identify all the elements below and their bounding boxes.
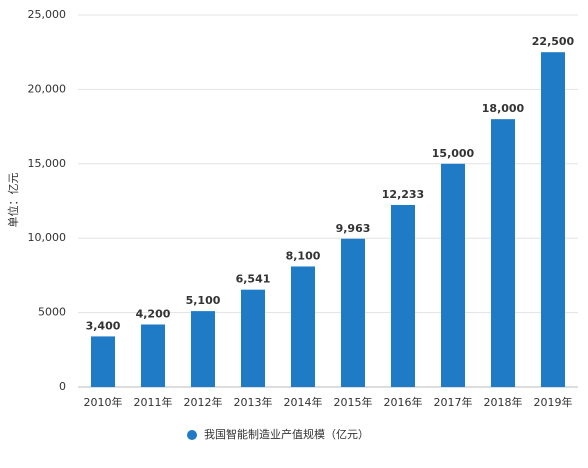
x-tick-label: 2011年 [134,395,173,409]
x-tick-label: 2016年 [384,395,423,409]
value-label: 9,963 [336,222,371,235]
x-tick-label: 2015年 [334,395,373,409]
y-tick-label: 15,000 [28,157,67,170]
value-label: 8,100 [286,249,321,262]
x-tick-label: 2013年 [234,395,273,409]
value-label: 12,233 [382,188,424,201]
x-tick-label: 2010年 [84,395,123,409]
y-tick-label: 10,000 [28,231,67,244]
bar [441,163,465,387]
bar [391,204,415,387]
y-axis-label: 单位：亿元 [6,173,20,228]
value-label: 6,541 [236,273,271,286]
bar [91,336,115,387]
bar [291,266,315,387]
legend-label: 我国智能制造业产值规模（亿元） [204,427,369,441]
value-label: 15,000 [432,147,475,160]
bar [241,289,265,387]
y-tick-label: 25,000 [28,8,67,21]
bar [491,119,515,387]
value-label: 3,400 [86,319,121,332]
bar [541,52,565,387]
y-tick-label: 5000 [38,306,66,319]
y-tick-label: 20,000 [28,82,67,95]
bar [191,311,215,387]
value-label: 4,200 [136,308,171,321]
bar [141,324,165,387]
bar [341,238,365,387]
x-tick-label: 2014年 [284,395,323,409]
legend-marker [187,430,197,440]
x-tick-label: 2017年 [434,395,473,409]
value-label: 18,000 [482,102,525,115]
x-tick-label: 2018年 [484,395,523,409]
x-tick-label: 2019年 [534,395,573,409]
value-label: 5,100 [186,294,221,307]
value-label: 22,500 [532,35,575,48]
x-tick-label: 2012年 [184,395,223,409]
y-tick-label: 0 [59,380,66,393]
